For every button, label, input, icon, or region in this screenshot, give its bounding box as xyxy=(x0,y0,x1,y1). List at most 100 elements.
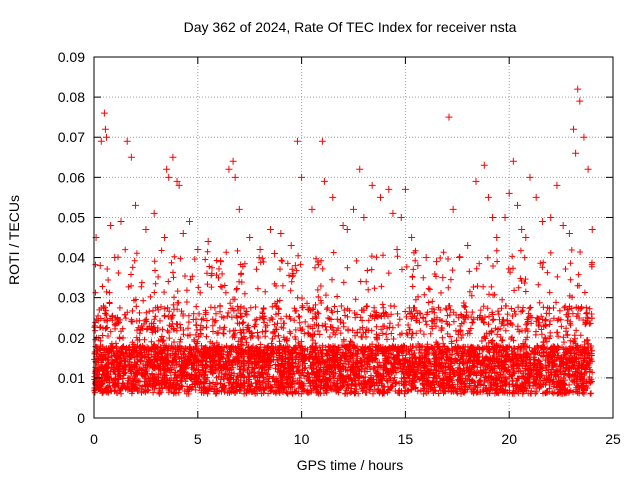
y-axis-ticks: 0 0.01 0.02 0.03 0.04 0.05 0.06 0.07 0.08 0.09 xyxy=(58,49,613,426)
roti-data-point xyxy=(547,213,555,221)
roti-data-point xyxy=(163,165,171,173)
roti-data-point xyxy=(97,137,105,145)
roti-data-point xyxy=(266,225,274,233)
roti-data-point xyxy=(256,246,264,254)
x-tick-label: 10 xyxy=(294,431,310,447)
roti-data-point xyxy=(185,217,193,225)
roti-data-point xyxy=(111,254,119,262)
roti-data-point xyxy=(350,205,357,213)
roti-data-point xyxy=(532,193,540,201)
y-tick-label: 0.09 xyxy=(58,49,85,65)
roti-data-point xyxy=(117,217,125,225)
roti-data-point xyxy=(102,133,110,141)
roti-data-point xyxy=(246,234,254,241)
roti-data-point xyxy=(422,254,430,262)
x-tick-label: 0 xyxy=(90,431,98,447)
roti-data-point xyxy=(484,193,492,201)
y-tick-label: 0.06 xyxy=(58,169,85,185)
roti-data-point xyxy=(570,125,578,133)
roti-data-point xyxy=(553,181,561,189)
roti-data-point xyxy=(509,157,517,165)
y-tick-label: 0.04 xyxy=(58,250,85,266)
x-axis-ticks: 0 5 10 15 20 25 xyxy=(90,57,621,447)
roti-data-point xyxy=(565,229,573,237)
chart-title: Day 362 of 2024, Rate Of TEC Index for r… xyxy=(184,19,517,35)
roti-data-point xyxy=(142,225,150,233)
y-tick-label: 0 xyxy=(77,410,85,426)
roti-data-point xyxy=(169,153,177,161)
roti-data-point xyxy=(204,238,212,246)
roti-data-point xyxy=(522,234,530,241)
y-tick-label: 0.01 xyxy=(58,370,85,386)
roti-data-point xyxy=(194,246,202,254)
y-tick-label: 0.08 xyxy=(58,89,85,105)
roti-data-point xyxy=(588,225,596,233)
roti-data-point xyxy=(287,242,295,250)
roti-data-point xyxy=(123,137,131,145)
x-tick-label: 20 xyxy=(501,431,517,447)
roti-data-point xyxy=(217,258,225,266)
roti-data-point xyxy=(439,274,447,282)
roti-data-point xyxy=(376,193,384,201)
roti-data-point xyxy=(574,85,582,93)
roti-data-point xyxy=(445,113,453,121)
roti-data-point xyxy=(389,209,397,217)
roti-data-point xyxy=(229,157,237,165)
roti-data-point xyxy=(277,229,285,237)
roti-data-point xyxy=(518,225,526,233)
roti-data-point xyxy=(165,173,173,181)
roti-data-point xyxy=(298,173,306,181)
roti-data-point xyxy=(514,201,522,209)
roti-data-point xyxy=(401,185,409,193)
roti-data-point xyxy=(464,242,472,250)
roti-data-point xyxy=(96,262,104,270)
roti-data-point xyxy=(179,229,187,237)
roti-data-point xyxy=(339,221,347,229)
roti-data-point xyxy=(393,246,401,254)
roti-data-point xyxy=(433,258,441,266)
roti-data-point xyxy=(414,262,422,270)
roti-data-point xyxy=(449,205,457,213)
roti-data-point xyxy=(584,165,592,173)
roti-data-point xyxy=(107,221,115,229)
y-axis-label: ROTI / TECUs xyxy=(6,195,22,285)
roti-data-point xyxy=(161,234,169,241)
roti-data-point xyxy=(132,201,140,209)
y-tick-label: 0.03 xyxy=(58,290,85,306)
roti-cloud-markers xyxy=(91,246,596,397)
roti-density-cloud xyxy=(91,246,596,397)
roti-data-point xyxy=(493,234,501,241)
roti-data-point xyxy=(505,189,513,197)
roti-data-point xyxy=(472,177,480,185)
roti-data-point xyxy=(580,133,588,141)
roti-data-point xyxy=(100,109,108,117)
plot-frame xyxy=(93,56,614,419)
roti-data-point xyxy=(559,221,567,229)
roti-data-point xyxy=(408,234,416,241)
roti-data-point xyxy=(526,173,534,181)
x-axis-label: GPS time / hours xyxy=(297,457,404,473)
roti-data-point xyxy=(271,250,279,258)
roti-data-point xyxy=(501,213,509,221)
y-tick-label: 0.05 xyxy=(58,209,85,225)
roti-data-point xyxy=(320,177,328,185)
roti-data-point xyxy=(455,254,463,262)
roti-data-point xyxy=(308,205,316,213)
roti-data-point xyxy=(480,161,488,169)
x-tick-label: 25 xyxy=(605,431,621,447)
roti-data-point xyxy=(329,193,337,201)
roti-data-point xyxy=(572,149,580,157)
roti-data-point xyxy=(291,262,299,270)
roti-data-point xyxy=(368,181,376,189)
roti-data-point xyxy=(127,153,135,161)
roti-data-point xyxy=(173,177,181,185)
roti-data-point xyxy=(235,205,243,213)
roti-data-point xyxy=(489,213,497,221)
roti-data-point xyxy=(293,137,301,145)
y-tick-label: 0.07 xyxy=(58,129,85,145)
roti-data-point xyxy=(225,165,233,173)
roti-data-point xyxy=(318,137,326,145)
roti-data-point xyxy=(175,181,183,189)
roti-data-point xyxy=(360,213,368,221)
